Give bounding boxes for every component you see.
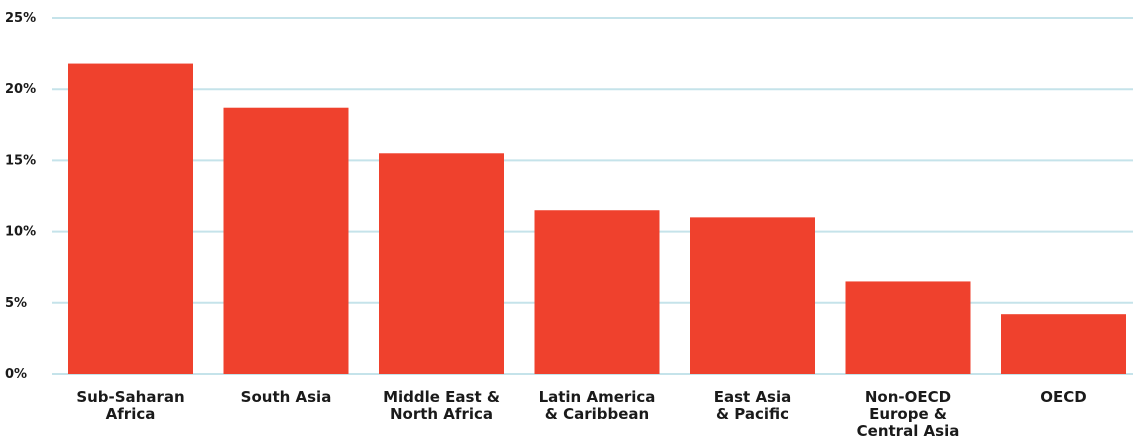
x-tick-label: Non-OECD Europe & Central Asia <box>857 388 960 440</box>
y-tick-label: 15% <box>5 153 36 168</box>
x-axis-ticks: Sub-Saharan Africa South Asia Middle East &… <box>76 388 1086 440</box>
y-tick-label: 0% <box>5 367 27 382</box>
y-tick-label: 10% <box>5 225 36 240</box>
x-tick-label: South Asia <box>241 388 332 406</box>
bar-0 <box>68 63 193 375</box>
bar-3 <box>534 210 660 374</box>
bar-1 <box>223 107 349 374</box>
y-tick-label: 5% <box>5 296 27 311</box>
bar-2 <box>379 153 504 374</box>
y-tick-label: 20% <box>5 82 36 97</box>
x-tick-label: Middle East & North Africa <box>383 388 500 423</box>
bar-4 <box>690 217 815 374</box>
bar-6 <box>1001 314 1126 374</box>
x-tick-label: East Asia & Pacific <box>714 388 792 423</box>
bars <box>68 63 1126 375</box>
x-tick-label: Sub-Saharan Africa <box>76 388 184 423</box>
y-axis-ticks: 0% 5% 10% 15% 20% 25% <box>5 11 36 382</box>
x-tick-label: Latin America & Caribbean <box>539 388 656 423</box>
bar-5 <box>845 281 971 374</box>
y-tick-label: 25% <box>5 11 36 26</box>
x-tick-label: OECD <box>1040 388 1086 406</box>
